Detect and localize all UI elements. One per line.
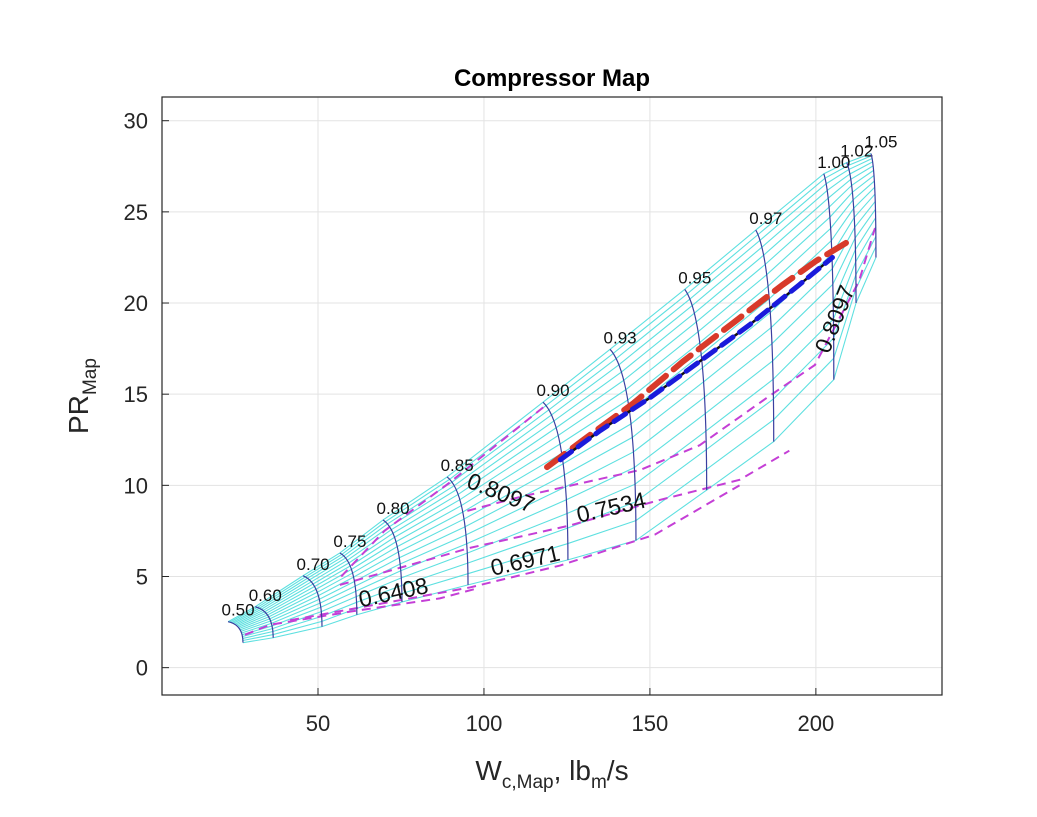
y-label-sub: Map (80, 358, 101, 395)
speed-line-label: 0.50 (222, 601, 255, 620)
x-label-sub2: m (591, 772, 607, 793)
speed-line-label: 0.75 (333, 532, 366, 551)
speed-line (684, 288, 708, 491)
y-tick-label: 15 (124, 382, 148, 407)
speed-line (339, 552, 358, 615)
ticks: 50 100 150 200 0 5 10 15 20 25 30 (124, 109, 835, 736)
y-axis-label: PRMap (63, 358, 101, 434)
y-tick-label: 25 (124, 200, 148, 225)
speed-line-label: 1.00 (817, 153, 850, 172)
y-tick-label: 30 (124, 109, 148, 134)
y-tick-label: 10 (124, 473, 148, 498)
x-axis-label: Wc,Map, lbm/s (475, 755, 628, 793)
operating-line-red (544, 238, 853, 471)
speed-line-label: 0.70 (297, 555, 330, 574)
x-label-sub: c,Map (502, 772, 554, 793)
x-tick-label: 50 (306, 711, 330, 736)
efficiency-contour (289, 484, 741, 622)
x-label-main: W (475, 755, 502, 786)
speed-line-label: 1.05 (864, 133, 897, 152)
speed-line (446, 476, 469, 585)
speed-line-label: 0.80 (377, 499, 410, 518)
efficiency-contour (339, 449, 790, 586)
speed-line (870, 153, 877, 258)
y-tick-label: 20 (124, 291, 148, 316)
speed-line (846, 162, 857, 304)
speed-line-label: 1.02 (840, 142, 873, 161)
efficiency-contour (244, 588, 475, 636)
efficiency-contour (340, 406, 545, 578)
x-tick-label: 150 (632, 711, 669, 736)
speed-line (302, 575, 323, 627)
operating-line-blue (557, 254, 835, 463)
axes-box (161, 96, 943, 696)
speed-line-label: 0.90 (536, 381, 569, 400)
speed-line (382, 519, 403, 603)
x-label-end: /s (607, 755, 629, 786)
speed-line-label: 0.97 (749, 209, 782, 228)
chart-title: Compressor Map (454, 65, 650, 92)
x-tick-label: 100 (466, 711, 503, 736)
speed-line (255, 606, 274, 638)
y-tick-label: 0 (136, 656, 148, 681)
speed-line (823, 173, 835, 380)
speed-line (755, 229, 775, 442)
y-tick-label: 5 (136, 564, 148, 589)
speed-line-label: 0.60 (249, 586, 282, 605)
speed-line (227, 621, 244, 643)
speed-line-label: 0.95 (678, 268, 711, 287)
x-label-mid: , lb (554, 755, 591, 786)
speed-line-label: 0.93 (604, 328, 637, 347)
y-label-main: PR (63, 395, 94, 434)
x-tick-label: 200 (798, 711, 835, 736)
speed-line-label: 0.85 (441, 456, 474, 475)
